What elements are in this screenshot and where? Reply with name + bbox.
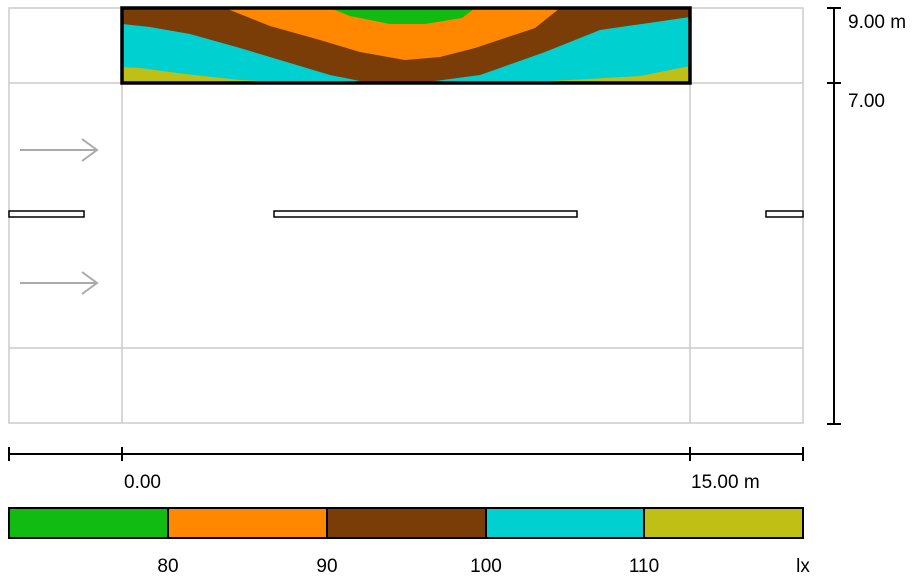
calculation-field-isolux [122,8,690,83]
lower-traffic-direction-arrow [20,271,99,295]
vertical-scale-label-top: 9.00 m [848,12,906,33]
legend-threshold-100: 100 [470,556,502,577]
lane-marking-dash-left [8,210,85,218]
vertical-scale-label-mid: 7.00 [848,91,885,112]
legend-swatch-100-110 [485,507,645,539]
horizontal-scale [8,447,804,461]
vertical-scale [827,7,841,425]
legend-threshold-110: 110 [629,556,659,577]
legend-swatch-80-90 [167,507,328,539]
legend-threshold-80: 80 [157,556,178,577]
isolux-band-80-90 [225,8,560,60]
legend-threshold-90: 90 [316,556,337,577]
legend-swatch-90-100 [326,507,487,539]
lane-markings [8,210,804,218]
legend-color-bar [8,507,804,539]
lane-marking-dash-center [273,210,578,218]
calculation-field-border [120,6,692,85]
upper-traffic-direction-arrow [20,138,99,162]
lane-marking-dash-right [765,210,804,218]
legend-swatch-110-plus [643,507,804,539]
legend-swatch-below-80 [8,507,169,539]
isolux-band-below-80 [330,8,475,24]
horizontal-scale-label-end: 15.00 m [691,472,760,493]
horizontal-scale-label-start: 0.00 [124,472,161,493]
legend-unit: lx [796,556,810,577]
